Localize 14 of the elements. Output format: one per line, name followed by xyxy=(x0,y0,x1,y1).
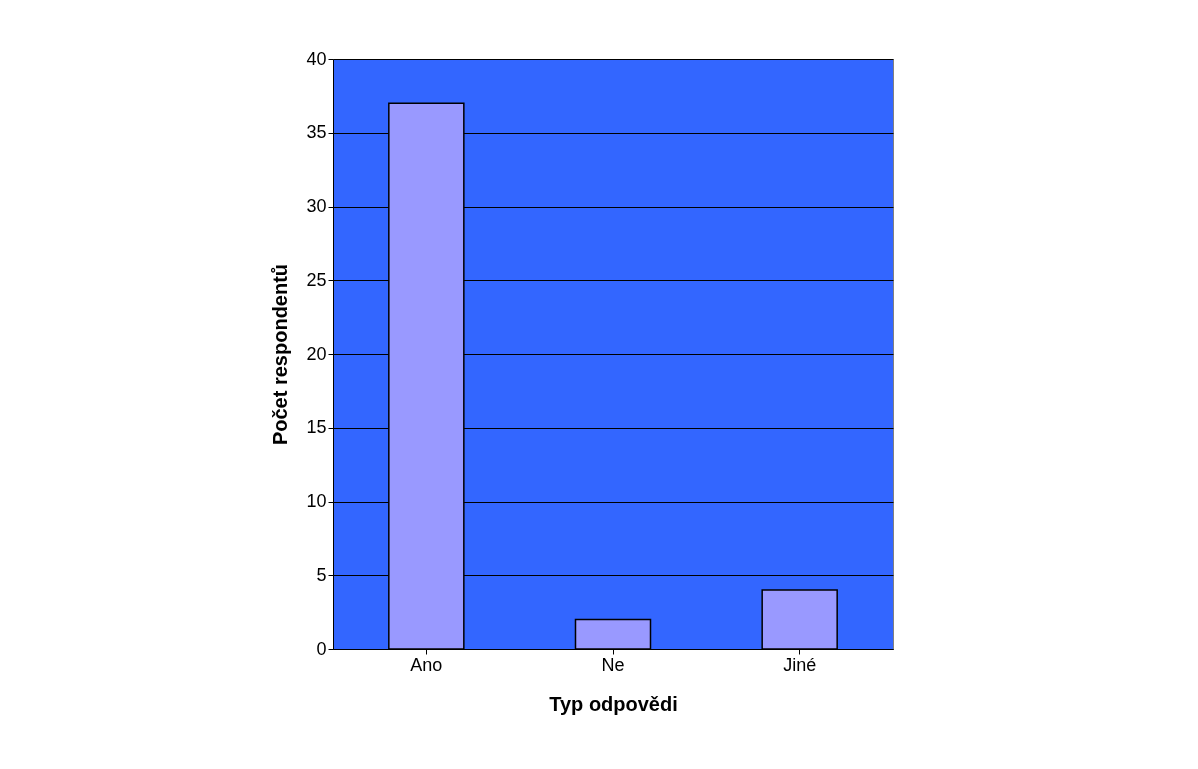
y-tick-label: 40 xyxy=(306,48,327,69)
x-tick-label: Ne xyxy=(601,654,625,675)
y-tick-label: 0 xyxy=(316,638,327,659)
x-tick-label: Jiné xyxy=(783,654,817,675)
y-tick-label: 15 xyxy=(306,417,327,438)
y-tick-label: 5 xyxy=(316,564,327,585)
x-tick-label: Ano xyxy=(410,654,443,675)
y-tick-label: 10 xyxy=(306,491,327,511)
y-axis-title: Počet respondentů xyxy=(269,263,292,446)
y-tick-label: 35 xyxy=(306,122,327,143)
x-axis-title: Typ odpovědi xyxy=(549,692,678,715)
y-tick-label: 30 xyxy=(306,196,327,216)
y-tick-label: 20 xyxy=(306,343,327,364)
y-tick-label: 25 xyxy=(306,269,327,290)
